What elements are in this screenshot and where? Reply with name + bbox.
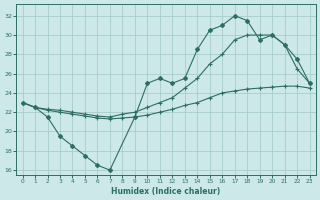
X-axis label: Humidex (Indice chaleur): Humidex (Indice chaleur) bbox=[111, 187, 221, 196]
